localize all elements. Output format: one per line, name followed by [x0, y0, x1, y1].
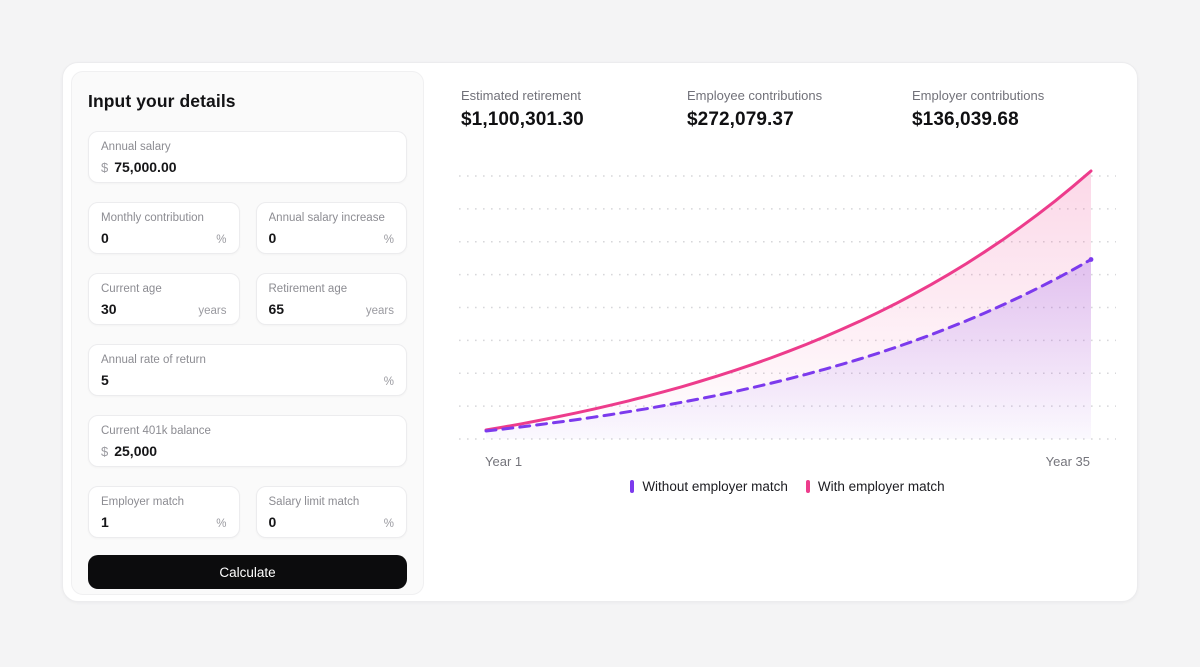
retirement-age-value: 65	[268, 301, 285, 317]
annual-rate-of-return-label: Annual rate of return	[101, 354, 206, 366]
years-suffix: years	[198, 305, 227, 317]
monthly-contribution-value: 0	[101, 230, 109, 246]
employer-match-label: Employer match	[101, 496, 185, 508]
annual-salary-value: 75,000.00	[114, 159, 177, 175]
current-401k-balance-value: 25,000	[114, 443, 158, 459]
stat-value: $136,039.68	[912, 109, 1019, 130]
stat-estimated-retirement: Estimated retirement $1,100,301.30	[461, 88, 584, 131]
annual-rate-of-return-field[interactable]: Annual rate of return 5 %	[88, 344, 407, 396]
stat-label: Estimated retirement	[461, 88, 581, 103]
current-401k-balance-field[interactable]: Current 401k balance $ 25,000	[88, 415, 407, 467]
chart-plot-area	[459, 166, 1116, 441]
current-age-field[interactable]: Current age 30 years	[88, 273, 240, 325]
stat-employee-contributions: Employee contributions $272,079.37	[687, 88, 822, 131]
legend-marker-pink	[805, 480, 810, 493]
percent-suffix: %	[383, 234, 394, 246]
current-age-value: 30	[101, 301, 117, 317]
current-401k-balance-label: Current 401k balance	[101, 425, 211, 437]
annual-salary-increase-label: Annual salary increase	[268, 212, 385, 224]
annual-rate-of-return-value: 5	[101, 372, 109, 388]
retirement-growth-chart: Year 1 Year 35 Without employer match Wi…	[459, 166, 1116, 494]
years-suffix: years	[365, 305, 394, 317]
x-axis-label-start: Year 1	[485, 454, 523, 469]
chart-legend: Without employer match With employer mat…	[459, 479, 1116, 494]
annual-salary-increase-value: 0	[268, 230, 277, 246]
currency-prefix: $	[101, 160, 109, 175]
annual-salary-field[interactable]: Annual salary $ 75,000.00	[88, 131, 407, 183]
current-age-label: Current age	[101, 283, 162, 295]
employer-match-value: 1	[101, 514, 109, 530]
percent-suffix: %	[216, 518, 227, 530]
stat-employer-contributions: Employer contributions $136,039.68	[912, 88, 1044, 131]
percent-suffix: %	[216, 234, 227, 246]
salary-limit-match-label: Salary limit match	[268, 496, 360, 508]
legend-label: With employer match	[817, 479, 945, 494]
employer-match-field[interactable]: Employer match 1 %	[88, 486, 240, 538]
legend-item-without-match: Without employer match	[630, 479, 788, 494]
legend-label: Without employer match	[642, 479, 788, 494]
monthly-contribution-label: Monthly contribution	[101, 212, 204, 224]
stat-label: Employer contributions	[912, 88, 1045, 103]
input-panel: Input your details Annual salary $ 75,00…	[71, 71, 424, 595]
salary-limit-match-value: 0	[268, 514, 277, 530]
retirement-age-field[interactable]: Retirement age 65 years	[255, 273, 407, 325]
retirement-age-label: Retirement age	[268, 283, 348, 295]
stat-value: $1,100,301.30	[461, 109, 584, 130]
x-axis-label-end: Year 35	[1045, 454, 1090, 469]
calculator-card: Input your details Annual salary $ 75,00…	[62, 62, 1138, 602]
monthly-contribution-field[interactable]: Monthly contribution 0 %	[88, 202, 240, 254]
salary-limit-match-field[interactable]: Salary limit match 0 %	[255, 486, 407, 538]
legend-marker-purple	[630, 480, 635, 493]
legend-item-with-match: With employer match	[805, 479, 945, 494]
form-title: Input your details	[88, 91, 236, 111]
calculate-button[interactable]: Calculate	[88, 555, 407, 589]
stat-label: Employee contributions	[687, 88, 823, 103]
annual-salary-label: Annual salary	[101, 141, 171, 153]
percent-suffix: %	[383, 376, 394, 388]
currency-prefix: $	[101, 444, 109, 459]
stat-value: $272,079.37	[687, 109, 794, 130]
annual-salary-increase-field[interactable]: Annual salary increase 0 %	[255, 202, 407, 254]
percent-suffix: %	[383, 518, 394, 530]
